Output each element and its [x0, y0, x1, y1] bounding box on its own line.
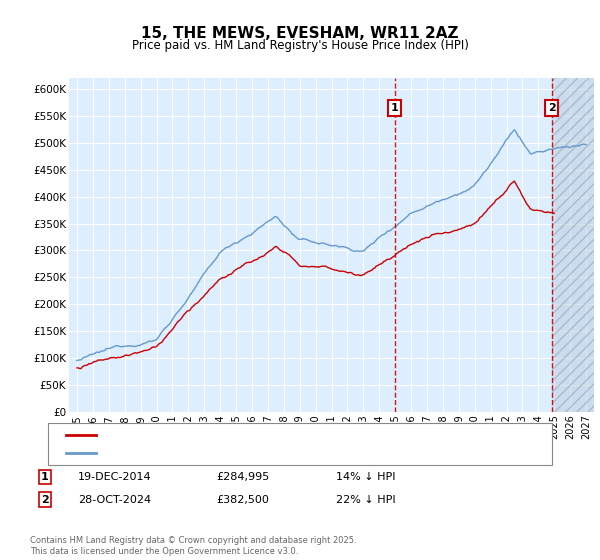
Text: 19-DEC-2014: 19-DEC-2014	[78, 472, 152, 482]
Text: 2: 2	[548, 103, 556, 113]
Text: 22% ↓ HPI: 22% ↓ HPI	[336, 494, 395, 505]
Text: 28-OCT-2024: 28-OCT-2024	[78, 494, 151, 505]
Text: 1: 1	[391, 103, 398, 113]
Text: 14% ↓ HPI: 14% ↓ HPI	[336, 472, 395, 482]
Text: Contains HM Land Registry data © Crown copyright and database right 2025.
This d: Contains HM Land Registry data © Crown c…	[30, 536, 356, 556]
Text: £284,995: £284,995	[216, 472, 269, 482]
Text: Price paid vs. HM Land Registry's House Price Index (HPI): Price paid vs. HM Land Registry's House …	[131, 39, 469, 53]
Text: HPI: Average price, detached house, Wychavon: HPI: Average price, detached house, Wych…	[102, 448, 349, 458]
Text: 1: 1	[41, 472, 49, 482]
Text: 15, THE MEWS, EVESHAM, WR11 2AZ (detached house): 15, THE MEWS, EVESHAM, WR11 2AZ (detache…	[102, 430, 391, 440]
Text: £382,500: £382,500	[216, 494, 269, 505]
Bar	[551, 78, 594, 412]
Text: 2: 2	[41, 494, 49, 505]
Text: 15, THE MEWS, EVESHAM, WR11 2AZ: 15, THE MEWS, EVESHAM, WR11 2AZ	[141, 26, 459, 41]
